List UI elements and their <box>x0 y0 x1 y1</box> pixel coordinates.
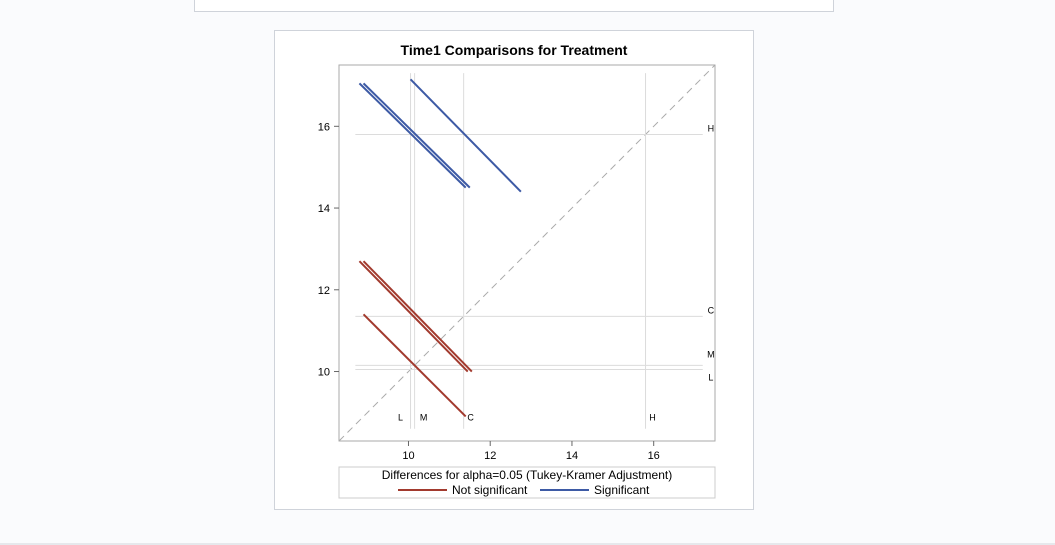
segment-c-m <box>362 260 473 373</box>
x-tick-label-12: 12 <box>484 450 496 462</box>
diffogram-chart: Time1 Comparisons for Treatment L L M M C C H H… <box>318 42 716 499</box>
x-tick-label-14: 14 <box>566 450 578 462</box>
legend-label-significant: Significant <box>594 483 650 497</box>
level-label-bottom-h: H <box>649 412 656 422</box>
comparison-segments <box>358 78 522 418</box>
legend: Differences for alpha=0.05 (Tukey-Kramer… <box>338 466 716 499</box>
y-tick-label-16: 16 <box>318 121 330 133</box>
legend-title: Differences for alpha=0.05 (Tukey-Kramer… <box>382 468 672 482</box>
level-label-bottom-c: C <box>467 412 474 422</box>
y-tick-label-12: 12 <box>318 285 330 297</box>
top-panel <box>194 0 834 12</box>
legend-label-not-significant: Not significant <box>452 483 528 497</box>
segment-c-l <box>358 260 469 373</box>
level-label-right-l: L <box>708 372 713 382</box>
x-tick-label-10: 10 <box>402 450 414 462</box>
diagonal-reference-line <box>338 64 716 442</box>
x-tick-label-16: 16 <box>648 450 660 462</box>
level-label-right-m: M <box>707 349 715 359</box>
axes: 10 12 14 16 10 12 14 16 <box>318 121 660 462</box>
segment-h-c <box>409 78 522 193</box>
level-label-bottom-m: M <box>420 412 428 422</box>
level-label-right-h: H <box>708 123 715 133</box>
chart-card: Time1 Comparisons for Treatment L L M M C C H H… <box>274 30 754 510</box>
reference-lines <box>338 64 716 442</box>
chart-title: Time1 Comparisons for Treatment <box>401 42 628 58</box>
y-tick-label-10: 10 <box>318 367 330 379</box>
plot-frame <box>338 64 716 442</box>
y-tick-label-14: 14 <box>318 203 330 215</box>
segment-h-l <box>358 82 467 189</box>
bottom-rule <box>0 543 1055 545</box>
level-labels: L L M M C C H H <box>398 123 715 422</box>
segment-m-l <box>362 313 467 418</box>
segment-h-m <box>362 82 471 189</box>
legend-box <box>338 466 716 499</box>
level-label-right-c: C <box>708 305 715 315</box>
level-label-bottom-l: L <box>398 412 403 422</box>
